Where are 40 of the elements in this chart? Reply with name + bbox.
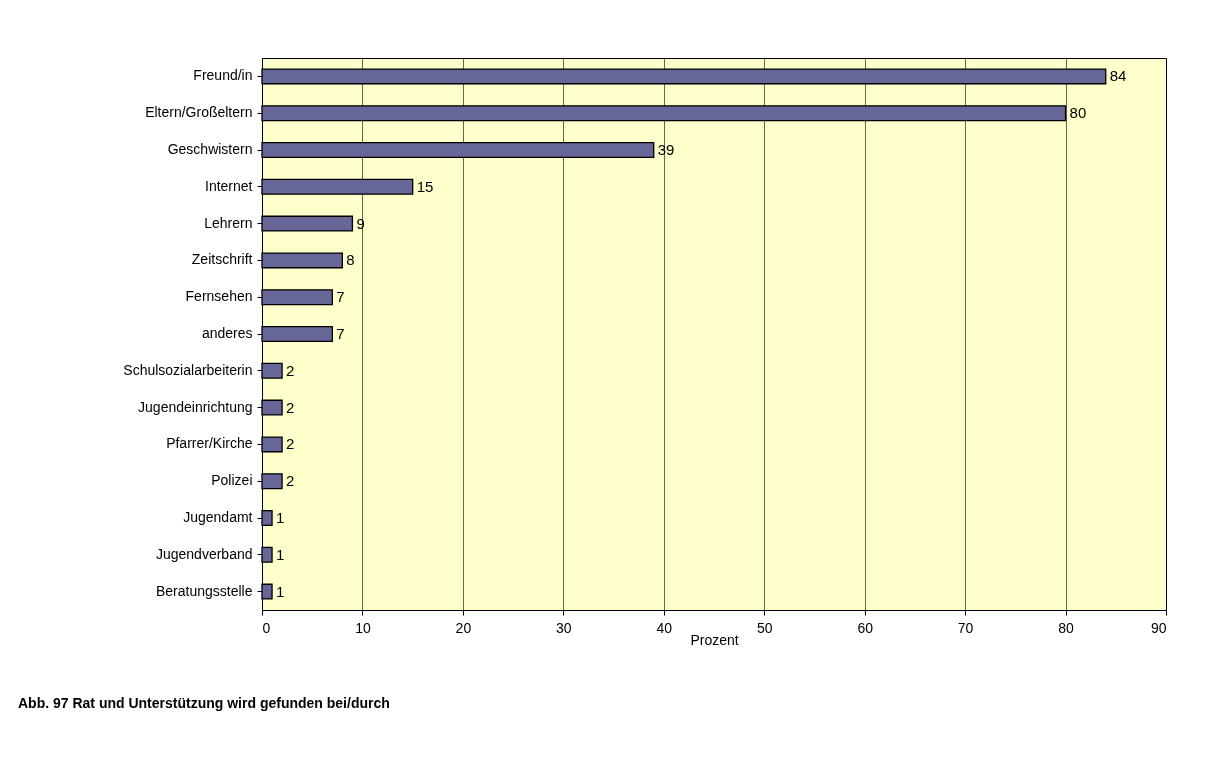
y-tick-label: Fernsehen [185, 288, 253, 305]
x-tick-label: 60 [857, 619, 874, 636]
data-label: 2 [286, 472, 295, 490]
data-label: 1 [276, 545, 285, 563]
data-label: 84 [1109, 67, 1127, 85]
x-tick-label: 50 [756, 619, 773, 636]
data-label: 80 [1069, 104, 1087, 122]
data-label: 8 [346, 251, 355, 269]
y-tick-label: Pfarrer/Kirche [166, 435, 253, 452]
x-tick-label: 10 [355, 619, 371, 636]
y-tick-label: anderes [201, 325, 253, 341]
x-tick-label: 40 [656, 619, 673, 636]
x-tick-label: 20 [455, 619, 472, 636]
data-label: 7 [336, 325, 345, 342]
text: Abb. 97 Rat und Unterstützung wird gefunden bei/durch [18, 695, 390, 711]
x-tick-label: 30 [556, 619, 572, 636]
y-tick-label: Beratungsstelle [155, 582, 253, 599]
data-label: 2 [286, 361, 295, 379]
y-tick-label: Eltern/Großeltern [145, 104, 253, 121]
y-tick-label: Jugendverband [155, 545, 253, 562]
x-tick-label: 0 [262, 619, 271, 636]
y-tick-label: Geschwistern [167, 141, 253, 157]
data-label: 7 [336, 288, 345, 306]
y-tick-label: Freund/in [193, 67, 253, 84]
y-tick-label: Internet [205, 177, 253, 194]
data-label: 2 [286, 398, 295, 416]
x-axis-title: Prozent [690, 631, 739, 648]
y-tick-label: Polizei [211, 472, 253, 489]
data-label: 2 [286, 435, 295, 453]
y-tick-label: Jugendeinrichtung [138, 398, 253, 415]
data-label: 1 [276, 582, 285, 600]
y-tick-label: Jugendamt [183, 509, 253, 525]
y-tick-label: Lehrern [204, 214, 253, 231]
data-label: 1 [276, 509, 285, 526]
y-tick-label: Zeitschrift [191, 251, 253, 268]
x-tick-label: 90 [1150, 619, 1167, 636]
data-label: 15 [416, 177, 434, 195]
x-tick-label: 80 [1058, 619, 1075, 636]
x-tick-label: 70 [957, 619, 974, 636]
y-tick-label: Schulsozialarbeiterin [123, 361, 253, 378]
